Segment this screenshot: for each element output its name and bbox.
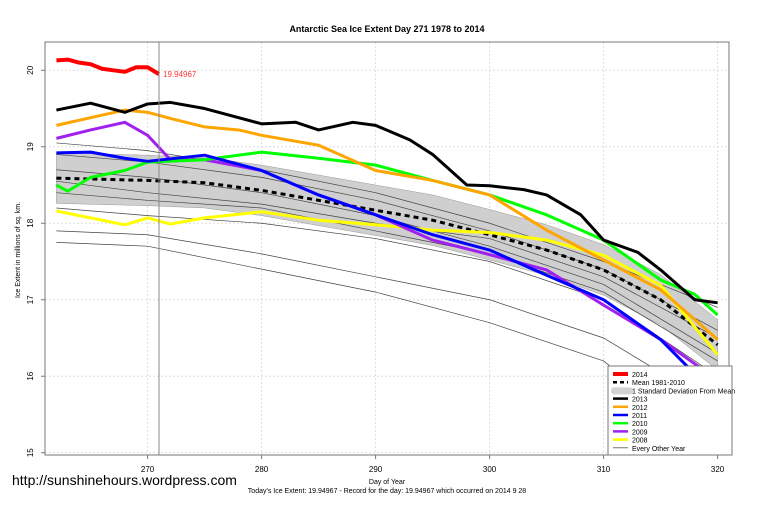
legend-swatch xyxy=(611,387,633,395)
legend-label: 2012 xyxy=(632,405,648,412)
other-year-line xyxy=(56,230,718,408)
x-tick-label: 320 xyxy=(711,465,725,474)
y-tick-label: 19 xyxy=(26,142,35,151)
x-tick-label: 300 xyxy=(483,465,497,474)
legend-label: 1 Standard Deviation From Mean xyxy=(632,388,735,395)
other-year-line xyxy=(56,242,696,434)
x-tick-label: 290 xyxy=(369,465,383,474)
chart-title: Antarctic Sea Ice Extent Day 271 1978 to… xyxy=(289,24,484,34)
y-tick-label: 15 xyxy=(26,448,35,457)
legend-label: 2010 xyxy=(632,421,648,428)
legend-label: 2014 xyxy=(632,372,648,379)
watermark-url[interactable]: http://sunshinehours.wordpress.com xyxy=(12,472,237,488)
legend-box xyxy=(607,365,733,456)
x-tick-label: 280 xyxy=(255,465,269,474)
legend-label: 2009 xyxy=(632,429,648,436)
legend-label: 2011 xyxy=(632,413,647,420)
y-tick-label: 17 xyxy=(26,295,35,304)
series-line-2011 xyxy=(56,150,719,398)
other-year-line xyxy=(56,192,718,362)
y-tick-label: 16 xyxy=(26,371,35,380)
x-axis-label: Day of Year xyxy=(369,479,406,486)
y-tick-label: 18 xyxy=(26,218,35,227)
legend-label: Mean 1981-2010 xyxy=(632,380,685,387)
plot-border xyxy=(44,41,730,456)
series-line-2014 xyxy=(56,57,161,76)
y-tick-label: 20 xyxy=(26,65,35,74)
legend-label: 2013 xyxy=(632,397,648,404)
y-axis-label: Ice Extent in millions of sq. km. xyxy=(15,202,22,298)
mean-line xyxy=(56,176,719,347)
series-line-2013 xyxy=(56,100,718,305)
series-line-2012 xyxy=(56,108,719,341)
legend-label: 2008 xyxy=(632,438,648,445)
current-value-label: 19.94967 xyxy=(163,70,197,79)
legend-label: Every Other Year xyxy=(632,446,686,453)
other-year-line xyxy=(56,180,718,339)
x-tick-label: 310 xyxy=(597,465,611,474)
series-line-2010 xyxy=(55,150,719,317)
chart-subtitle: Today's Ice Extent: 19.94967 - Record fo… xyxy=(248,488,527,495)
x-tick-label: 270 xyxy=(141,465,155,474)
